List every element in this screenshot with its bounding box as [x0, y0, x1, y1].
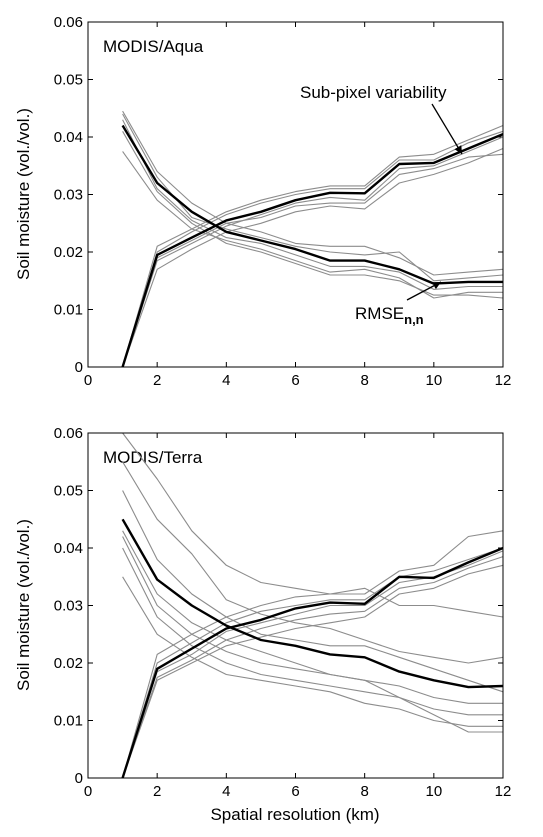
series-layer	[121, 432, 504, 779]
plot-frame	[87, 432, 504, 779]
sub-pixel-variability-series-line-mean	[121, 132, 504, 368]
x-tick-label: 0	[84, 372, 92, 389]
sub-pixel-variability-series-line	[122, 124, 504, 368]
sub-pixel-variability-series-line	[122, 556, 504, 779]
y-tick-label: 0.01	[54, 713, 83, 730]
sub-pixel-variability-series-line	[122, 136, 504, 368]
rmse-series-line	[122, 530, 503, 733]
x-tick-label: 8	[360, 783, 368, 800]
annotation-rmse-subscript: n,n	[404, 312, 424, 327]
x-tick-label: 4	[222, 372, 230, 389]
y-axis-label: Soil moisture (vol./vol.)	[14, 108, 33, 280]
chart-panel-terra: Soil moisture (vol./vol.) MODIS/Terra 00…	[14, 425, 511, 800]
rmse-series-line	[122, 131, 504, 299]
rmse-series-line	[122, 113, 504, 282]
x-tick-label: 10	[425, 372, 442, 389]
rmse-series-line	[122, 536, 503, 704]
sub-pixel-variability-series-line-mean	[121, 546, 504, 779]
annotation-arrow-sub-pixel	[431, 103, 463, 155]
y-axis-label: Soil moisture (vol./vol.)	[14, 519, 33, 691]
rmse-series-line	[122, 151, 503, 299]
sub-pixel-variability-series-line	[122, 130, 504, 368]
sub-pixel-variability-series-line	[122, 147, 504, 368]
x-tick-label: 12	[495, 783, 512, 800]
y-tick-label: 0.06	[54, 425, 83, 442]
x-tick-label: 4	[222, 783, 230, 800]
x-tick-label: 8	[360, 372, 368, 389]
rmse-series-line	[122, 110, 504, 276]
sub-pixel-variability-series-line	[122, 550, 504, 779]
y-tick-label: 0.05	[54, 72, 83, 89]
y-tick-label: 0.05	[54, 483, 83, 500]
x-tick-label: 6	[291, 783, 299, 800]
x-tick-label: 12	[495, 372, 512, 389]
rmse-series-line	[122, 461, 504, 664]
rmse-series-line	[122, 490, 504, 693]
y-tick-label: 0.02	[54, 244, 83, 261]
series-layer	[121, 110, 504, 368]
tick-layer: 0 0.01 0.02 0.03 0.04 0.05 0.06 0 2 4 6 8 10 12	[54, 425, 512, 800]
rmse-series-line	[122, 547, 503, 716]
annotation-sub-pixel-variability: Sub-pixel variability	[300, 83, 447, 102]
sub-pixel-variability-series-line	[122, 547, 504, 779]
x-axis-label: Spatial resolution (km)	[210, 805, 379, 824]
panel-title: MODIS/Aqua	[103, 37, 204, 56]
y-tick-label: 0.02	[54, 655, 83, 672]
sub-pixel-variability-series-line	[122, 530, 504, 779]
chart-panel-aqua: Soil moisture (vol./vol.) MODIS/Aqua 0 0.…	[14, 14, 511, 389]
panel-title: MODIS/Terra	[103, 448, 203, 467]
plot-frame	[87, 21, 504, 368]
rmse-series-line	[122, 576, 503, 727]
x-tick-label: 6	[291, 372, 299, 389]
rmse-series-line	[122, 432, 504, 618]
sub-pixel-variability-series-line	[122, 153, 504, 368]
y-tick-label: 0.01	[54, 302, 83, 319]
y-tick-label: 0.06	[54, 14, 83, 31]
rmse-series-line-mean	[121, 518, 504, 689]
sub-pixel-variability-series-line	[122, 564, 504, 779]
x-tick-label: 2	[153, 783, 161, 800]
y-tick-label: 0	[75, 359, 83, 376]
y-tick-label: 0.03	[54, 187, 83, 204]
x-tick-label: 0	[84, 783, 92, 800]
y-tick-label: 0.04	[54, 129, 83, 146]
x-tick-label: 10	[425, 783, 442, 800]
annotation-rmse: RMSEn,n	[355, 304, 424, 327]
annotation-arrow-rmse	[406, 281, 442, 301]
y-tick-label: 0.04	[54, 540, 83, 557]
tick-layer: 0 0.01 0.02 0.03 0.04 0.05 0.06 0 2 4 6 8 10 12	[54, 14, 512, 389]
x-tick-label: 2	[153, 372, 161, 389]
annotation-rmse-main: RMSE	[355, 304, 404, 323]
y-tick-label: 0.03	[54, 598, 83, 615]
y-tick-label: 0	[75, 770, 83, 787]
